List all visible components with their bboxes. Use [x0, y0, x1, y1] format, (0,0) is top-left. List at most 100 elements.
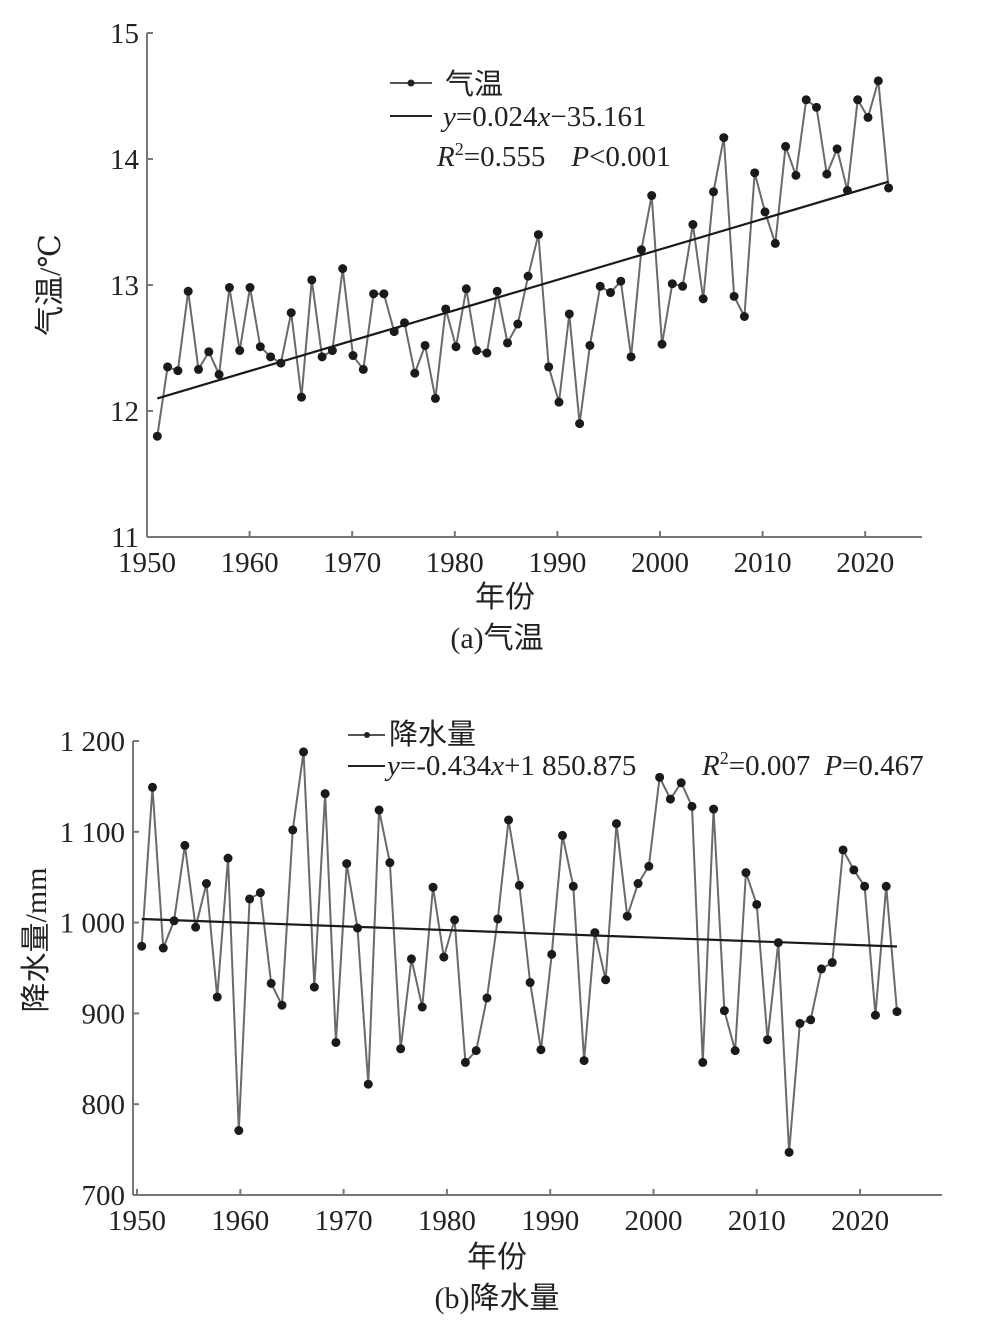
data-point — [730, 1046, 740, 1056]
data-point — [235, 346, 245, 356]
data-point — [611, 819, 621, 829]
data-point — [439, 952, 449, 962]
data-point — [504, 815, 514, 825]
y-tick-label: 11 — [111, 522, 139, 554]
x-tick-label: 2020 — [831, 1205, 889, 1237]
y-tick-label: 1 200 — [60, 726, 125, 758]
data-point — [430, 393, 440, 403]
y-tick-label: 15 — [110, 18, 139, 50]
data-point — [795, 1018, 805, 1028]
x-tick-label: 1990 — [528, 547, 586, 579]
data-point — [450, 915, 460, 925]
x-ticks: 1950 1960 1970 1980 1990 2000 2010 2020 — [108, 1189, 889, 1237]
data-point — [719, 1006, 729, 1016]
data-point — [750, 168, 760, 178]
data-point — [657, 339, 667, 349]
y-tick-label: 700 — [82, 1180, 126, 1212]
x-tick-label: 2020 — [836, 547, 894, 579]
legend-series-marker — [407, 79, 415, 87]
data-point — [812, 102, 821, 112]
data-point — [688, 220, 698, 230]
data-point — [379, 289, 389, 299]
y-tick-label: 1 100 — [60, 817, 125, 849]
precipitation-chart: 700 800 900 1 000 1 100 1 200 1950 1960 1970 198… — [20, 718, 942, 1315]
data-point — [400, 318, 409, 328]
x-tick-label: 2000 — [631, 547, 689, 579]
data-point — [773, 938, 783, 948]
data-point — [224, 283, 234, 293]
x-tick-label: 2000 — [625, 1205, 683, 1237]
data-point — [564, 309, 574, 319]
data-point — [363, 1079, 373, 1089]
data-point — [849, 865, 859, 875]
data-point — [741, 868, 751, 878]
data-point — [791, 170, 801, 180]
data-point — [286, 308, 296, 318]
y-tick-label: 800 — [82, 1089, 126, 1121]
data-point — [201, 879, 211, 889]
data-point — [353, 923, 362, 933]
data-point — [892, 1007, 902, 1017]
data-point — [158, 943, 168, 953]
data-point — [801, 95, 811, 105]
x-tick-label: 1960 — [221, 547, 279, 579]
data-point — [719, 133, 729, 143]
x-tick-label: 2010 — [728, 1205, 786, 1237]
legend-series-marker — [364, 732, 370, 738]
series-line — [140, 751, 898, 1153]
data-point — [616, 276, 626, 286]
data-point — [503, 338, 512, 348]
data-point — [410, 368, 420, 378]
data-point — [752, 899, 762, 909]
data-point — [417, 1002, 427, 1012]
data-point — [760, 207, 770, 217]
data-point — [687, 801, 697, 811]
y-axis-label: 气温/℃ — [34, 234, 67, 336]
data-point — [579, 1056, 589, 1066]
data-point — [884, 183, 894, 193]
data-point — [870, 1010, 880, 1020]
data-point — [214, 369, 224, 379]
data-point — [784, 1147, 794, 1157]
data-point — [307, 275, 317, 285]
data-point — [636, 245, 646, 255]
data-point — [633, 879, 643, 889]
data-point — [406, 954, 416, 964]
y-tick-label: 14 — [110, 144, 140, 176]
chart-caption: (a)气温 — [450, 622, 543, 655]
data-point — [163, 362, 173, 372]
y-axis-label: 降水量/mm — [20, 867, 53, 1012]
data-point — [441, 304, 451, 314]
legend-stats: R2=0.555 P<0.001 — [436, 139, 671, 173]
data-point — [838, 845, 848, 855]
data-point — [389, 327, 399, 337]
data-point — [806, 1015, 816, 1025]
legend-trend-equation: y=-0.434x+1 850.875 — [384, 750, 636, 782]
data-point — [137, 941, 147, 951]
data-point — [374, 805, 384, 815]
chart-caption: (b)降水量 — [435, 1282, 560, 1315]
data-point — [533, 230, 543, 240]
data-point — [152, 431, 162, 441]
data-point — [472, 346, 482, 356]
data-point — [183, 286, 193, 296]
data-point — [622, 911, 632, 921]
data-point — [420, 340, 430, 350]
x-ticks: 1950 1960 1970 1980 1990 2000 2010 2020 — [118, 531, 894, 579]
data-point — [255, 888, 265, 898]
data-point — [348, 351, 358, 361]
data-point — [575, 419, 585, 429]
data-point — [493, 914, 503, 924]
data-point — [655, 772, 665, 782]
data-point — [667, 279, 677, 289]
x-tick-label: 1970 — [323, 547, 381, 579]
x-tick-label: 1950 — [118, 547, 176, 579]
legend-series-label: 降水量 — [389, 718, 476, 751]
data-point — [827, 958, 837, 968]
data-point — [234, 1126, 244, 1136]
x-tick-label: 1950 — [108, 1205, 166, 1237]
data-point — [297, 392, 306, 402]
y-tick-label: 900 — [82, 998, 126, 1030]
data-point — [482, 348, 492, 358]
data-point — [770, 238, 780, 248]
